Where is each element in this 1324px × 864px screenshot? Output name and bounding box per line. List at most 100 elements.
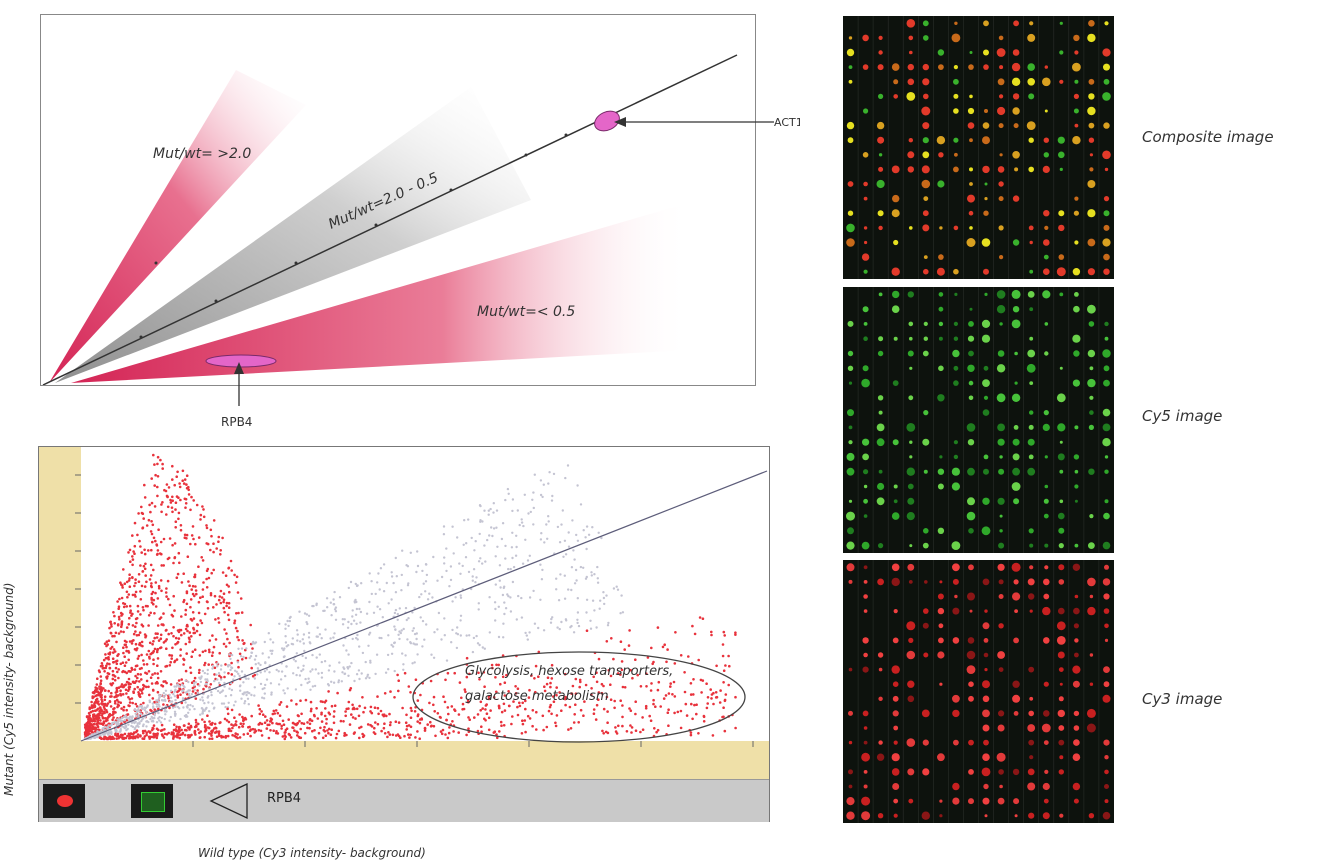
array-spot: [892, 783, 900, 790]
point-down: [697, 732, 700, 735]
point-down: [500, 724, 503, 727]
point-up: [203, 663, 206, 667]
point-up: [122, 705, 126, 709]
point-down: [530, 674, 533, 677]
point-unchanged: [398, 630, 401, 633]
point-unchanged: [307, 636, 311, 639]
point-unchanged: [572, 549, 575, 552]
array-spot: [1012, 694, 1021, 703]
array-spot: [1013, 498, 1020, 505]
point-down: [631, 676, 634, 680]
point-down: [595, 680, 599, 684]
point-up: [101, 716, 105, 719]
point-unchanged: [164, 689, 168, 692]
point-down: [507, 704, 511, 708]
point-up: [185, 533, 189, 537]
point-down: [650, 646, 653, 650]
point-down: [444, 678, 447, 682]
point-unchanged: [200, 707, 204, 710]
point-down: [327, 731, 330, 735]
point-up: [100, 689, 103, 693]
point-up: [189, 542, 192, 546]
point-down: [211, 729, 214, 732]
array-spot: [984, 182, 988, 186]
point-up: [205, 526, 209, 530]
point-up: [175, 658, 179, 661]
array-spot: [998, 769, 1004, 775]
point-unchanged: [181, 697, 185, 700]
point-unchanged: [210, 693, 213, 697]
array-spot: [892, 681, 899, 687]
point-unchanged: [305, 613, 309, 616]
point-unchanged: [150, 720, 154, 723]
point-down: [649, 719, 653, 722]
point-unchanged: [228, 687, 231, 690]
point-unchanged: [591, 599, 595, 602]
point-down: [659, 705, 662, 708]
array-spot: [877, 652, 884, 658]
point-unchanged: [411, 611, 414, 614]
array-spot: [906, 423, 916, 432]
point-up: [138, 688, 142, 691]
point-up: [197, 565, 200, 568]
y-axis-label: Mutant (Cy5 intensity- background): [2, 582, 16, 796]
point-unchanged: [193, 688, 196, 691]
point-unchanged: [124, 714, 127, 717]
point-unchanged: [219, 678, 223, 681]
point-up: [98, 706, 102, 709]
point-unchanged: [425, 573, 429, 577]
point-up: [152, 602, 155, 606]
array-spot: [1027, 291, 1035, 298]
point-up: [111, 673, 115, 677]
point-down: [577, 721, 580, 724]
point-unchanged: [193, 684, 196, 687]
point-up: [237, 638, 240, 642]
point-down: [489, 709, 492, 712]
cy5-thumbnail[interactable]: [131, 784, 173, 818]
point-unchanged: [479, 504, 482, 508]
array-spot: [848, 579, 853, 584]
cy3-thumbnail[interactable]: [43, 784, 85, 818]
point-up: [106, 718, 109, 722]
point-up: [218, 674, 221, 678]
array-spot: [1104, 799, 1109, 804]
point-unchanged: [355, 622, 358, 625]
point-up: [172, 626, 175, 629]
point-unchanged: [292, 658, 296, 661]
array-spot: [1102, 438, 1111, 447]
array-spot: [968, 210, 974, 216]
array-spot: [1103, 253, 1110, 261]
point-unchanged: [494, 619, 497, 622]
point-up: [112, 648, 116, 651]
point-unchanged: [479, 519, 482, 522]
point-down: [457, 731, 461, 734]
array-spot: [1088, 813, 1095, 819]
array-spot: [953, 380, 959, 386]
play-triangle-icon[interactable]: [207, 782, 251, 820]
point-unchanged: [320, 637, 323, 640]
point-down: [278, 703, 281, 706]
point-up: [157, 586, 161, 590]
point-up: [164, 489, 168, 493]
point-down: [679, 709, 683, 713]
point-unchanged: [470, 587, 473, 591]
point-unchanged: [284, 627, 287, 630]
point-unchanged: [560, 523, 563, 526]
point-unchanged: [520, 596, 523, 600]
point-down: [241, 715, 244, 719]
array-spot: [848, 710, 853, 716]
point-down: [627, 644, 631, 647]
point-unchanged: [517, 594, 520, 598]
point-unchanged: [243, 673, 247, 677]
point-down: [141, 729, 145, 733]
point-down: [558, 691, 561, 694]
point-down: [233, 716, 236, 719]
array-spot: [848, 36, 853, 40]
array-spot: [1029, 410, 1034, 415]
array-spot: [1073, 798, 1079, 804]
point-down: [734, 695, 737, 699]
point-up: [225, 604, 228, 608]
point-up: [127, 623, 131, 626]
array-spot: [1043, 710, 1050, 717]
scatter-plot[interactable]: [39, 447, 769, 779]
